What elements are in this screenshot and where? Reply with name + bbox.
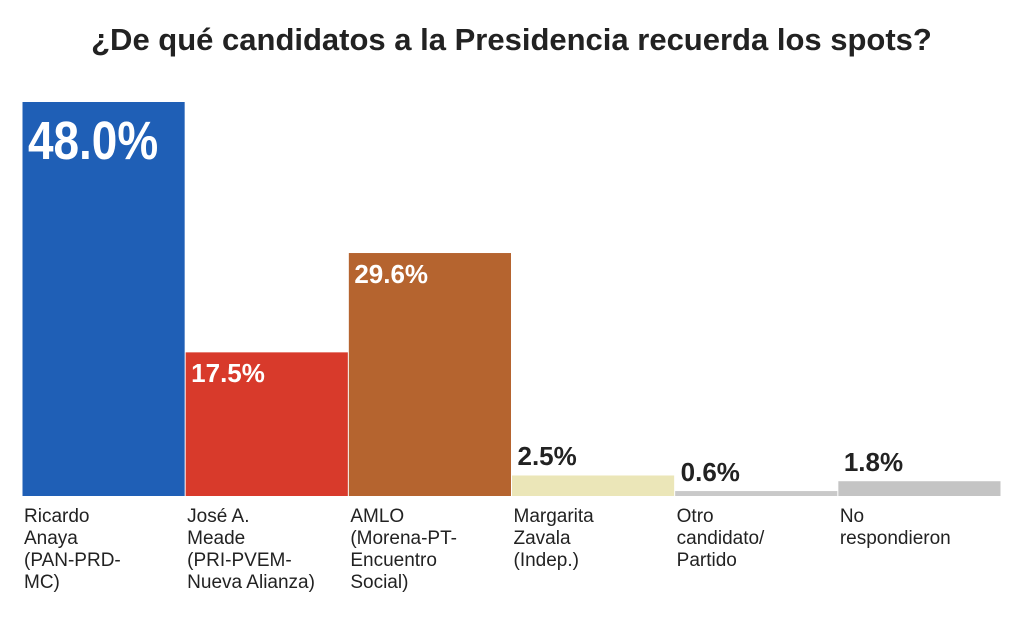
- category-label: José A. Meade (PRI-PVEM- Nueva Alianza): [187, 506, 315, 593]
- category-label: Margarita Zavala (Indep.): [513, 506, 594, 571]
- bar: [512, 475, 675, 496]
- category-label: AMLO (Morena-PT- Encuentro Social): [350, 506, 457, 593]
- value-label: 0.6%: [680, 457, 740, 488]
- value-label: 2.5%: [517, 441, 577, 472]
- bar: [838, 481, 1001, 496]
- category-label: No respondieron: [839, 506, 951, 549]
- category-label: Otro candidato/ Partido: [676, 506, 765, 571]
- bar: [348, 253, 511, 496]
- bar: [185, 352, 348, 496]
- bar: [675, 491, 838, 496]
- bar: [22, 102, 185, 496]
- category-label: Ricardo Anaya (PAN-PRD- MC): [24, 506, 121, 593]
- value-label: 29.6%: [354, 259, 429, 290]
- value-label: 1.8%: [843, 447, 904, 478]
- value-label: 17.5%: [191, 358, 265, 389]
- chart-title: ¿De qué candidatos a la Presidencia recu…: [91, 22, 932, 57]
- value-label: 48.0%: [28, 111, 159, 171]
